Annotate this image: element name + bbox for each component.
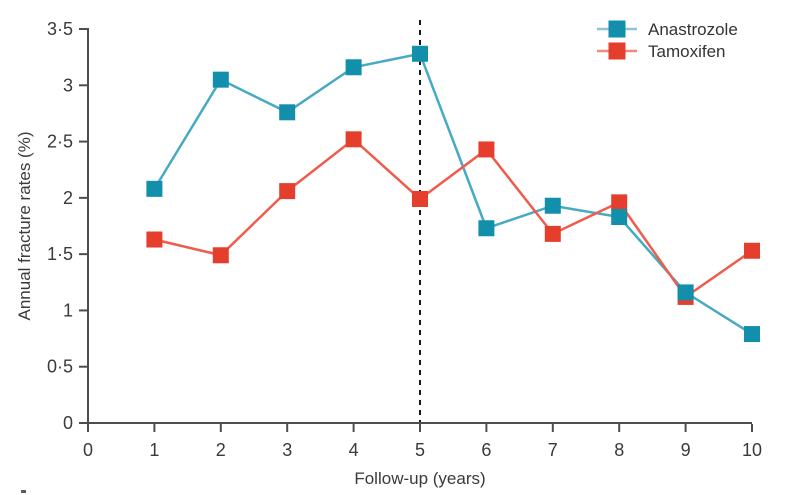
- y-tick-label: 3: [63, 75, 73, 95]
- x-tick-label: 2: [216, 440, 226, 460]
- y-tick-label: 1·5: [47, 244, 73, 264]
- x-tick-label: 10: [742, 440, 762, 460]
- data-point-tamoxifen: [478, 141, 495, 158]
- x-tick-label: 6: [481, 440, 491, 460]
- data-point-anastrozole: [677, 284, 694, 301]
- data-point-anastrozole: [544, 197, 561, 214]
- y-tick-label: 1: [63, 300, 73, 320]
- data-point-tamoxifen: [279, 183, 296, 200]
- data-point-anastrozole: [744, 326, 760, 343]
- data-point-anastrozole: [478, 220, 495, 237]
- axis-layer: 0 1 2 3 4 5 6 7 8 9 10 0 0·5 1 1·5 2 2·5 3 3·5 Follow-up (…: [15, 19, 762, 488]
- data-point-anastrozole: [412, 45, 428, 62]
- x-tick-label: 4: [349, 440, 359, 460]
- x-tick-label: 8: [614, 440, 624, 460]
- tick-layer: 0 1 2 3 4 5 6 7 8 9 10 0 0·5 1 1·5 2 2·5 3 3·5: [47, 19, 762, 460]
- y-tick-label: 2·5: [47, 132, 73, 152]
- y-tick-label: 0: [63, 413, 73, 433]
- cropped-caption-fragment: [21, 490, 43, 493]
- cropped-caption-mark: [21, 490, 26, 493]
- data-point-anastrozole: [212, 71, 229, 88]
- data-point-tamoxifen: [544, 225, 561, 242]
- x-tick-label: 5: [415, 440, 425, 460]
- x-tick-label: 7: [548, 440, 558, 460]
- legend-marker: [608, 42, 626, 60]
- legend: Anastrozole Tamoxifen: [597, 20, 738, 61]
- legend-entry-tamoxifen: Tamoxifen: [597, 42, 725, 61]
- legend-entry-anastrozole: Anastrozole: [597, 20, 738, 39]
- series-line-anastrozole: [153, 52, 753, 336]
- data-point-anastrozole: [345, 59, 362, 76]
- legend-marker: [608, 20, 626, 38]
- legend-label: Tamoxifen: [648, 42, 725, 61]
- data-point-tamoxifen: [146, 231, 163, 248]
- data-point-tamoxifen: [212, 247, 229, 264]
- data-point-anastrozole: [146, 180, 163, 197]
- x-tick-label: 0: [83, 440, 93, 460]
- y-tick-label: 3·5: [47, 19, 73, 39]
- data-point-anastrozole: [611, 208, 628, 225]
- y-tick-label: 0·5: [47, 357, 73, 377]
- series-layer: [146, 45, 760, 343]
- y-tick-label: 2: [63, 188, 73, 208]
- data-point-tamoxifen: [611, 194, 628, 211]
- x-axis-title: Follow-up (years): [354, 469, 485, 488]
- data-point-tamoxifen: [345, 131, 362, 148]
- data-point-tamoxifen: [744, 242, 760, 259]
- x-tick-label: 3: [282, 440, 292, 460]
- y-axis-title: Annual fracture rates (%): [15, 132, 34, 321]
- data-point-tamoxifen: [412, 190, 428, 207]
- series-line-tamoxifen: [154, 137, 753, 299]
- x-tick-label: 1: [149, 440, 159, 460]
- legend-label: Anastrozole: [648, 20, 738, 39]
- data-point-anastrozole: [279, 104, 296, 121]
- x-tick-label: 9: [681, 440, 691, 460]
